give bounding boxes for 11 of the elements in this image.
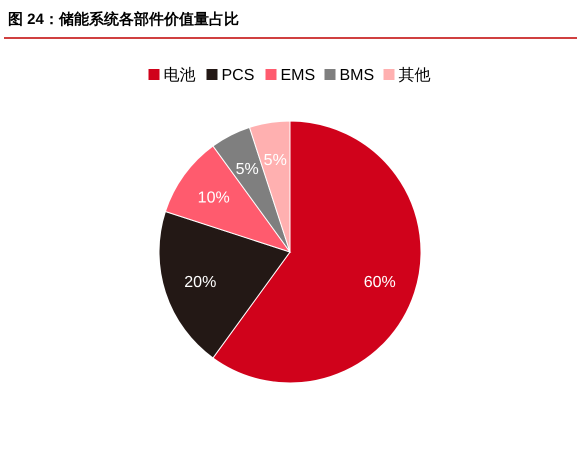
legend-label: BMS: [340, 67, 374, 84]
legend-label: PCS: [222, 67, 254, 84]
legend-label: 其他: [398, 66, 430, 84]
legend-label: 电池: [164, 66, 196, 84]
data-label: 20%: [184, 274, 216, 292]
data-label: 10%: [198, 190, 230, 207]
data-label: 5%: [236, 160, 259, 178]
legend-label: EMS: [280, 67, 316, 84]
data-label: 5%: [264, 152, 287, 169]
data-label: 60%: [364, 274, 396, 292]
chart-title: 图 24：储能系统各部件价值量占比: [8, 10, 239, 28]
